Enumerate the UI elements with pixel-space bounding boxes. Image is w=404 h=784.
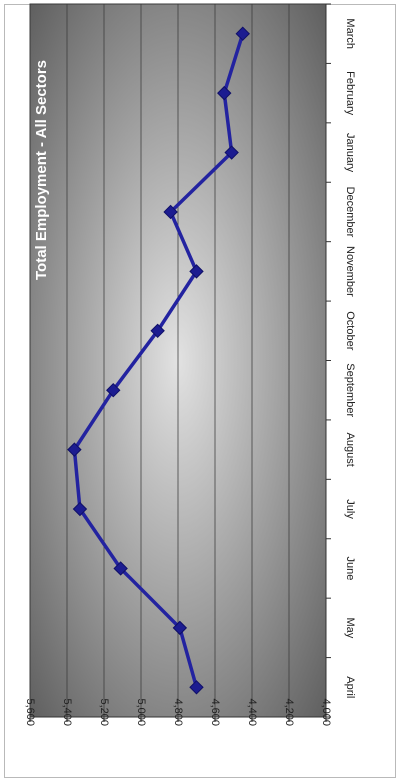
value-tick-label: 5,200 (98, 698, 110, 726)
category-label: April (344, 676, 356, 698)
category-label: February (344, 71, 356, 116)
data-point-marker (150, 323, 165, 338)
category-label: May (344, 617, 356, 638)
labels: 4,000 4,200 4,400 4,600 4,800 5,000 5,200 5,400… (24, 18, 356, 726)
category-label: August (344, 433, 356, 467)
gridlines (29, 4, 327, 717)
category-label: March (344, 18, 356, 49)
data-point-marker (72, 501, 88, 517)
value-tick-label: 4,200 (283, 698, 295, 726)
value-tick-label: 5,000 (135, 698, 147, 726)
data-point-marker (67, 442, 82, 457)
value-tick-label: 4,000 (320, 698, 332, 726)
data-point-marker (189, 264, 204, 279)
category-label: October (344, 311, 356, 350)
category-label: July (344, 499, 356, 519)
category-label: November (344, 246, 356, 297)
data-point-marker (106, 383, 121, 398)
chart-title: Total Employment - All Sectors (33, 60, 50, 280)
value-tick-label: 5,400 (61, 698, 73, 726)
value-tick-label: 4,800 (172, 698, 184, 726)
value-tick-label: 4,600 (209, 698, 221, 726)
data-point-marker (224, 145, 239, 160)
category-label: June (344, 557, 356, 581)
value-tick-label: 4,400 (246, 698, 258, 726)
category-label: January (344, 133, 356, 173)
category-label: September (344, 363, 356, 417)
data-point-marker (113, 561, 128, 576)
data-point-marker (235, 26, 250, 41)
series-employment (67, 26, 250, 695)
data-point-marker (163, 204, 178, 220)
series-line (72, 31, 245, 690)
data-point-marker (189, 680, 204, 695)
category-label: December (344, 187, 356, 238)
data-point-marker (172, 620, 188, 636)
value-tick-label: 5,600 (24, 698, 36, 726)
axes (29, 3, 331, 722)
data-point-marker (217, 85, 232, 101)
